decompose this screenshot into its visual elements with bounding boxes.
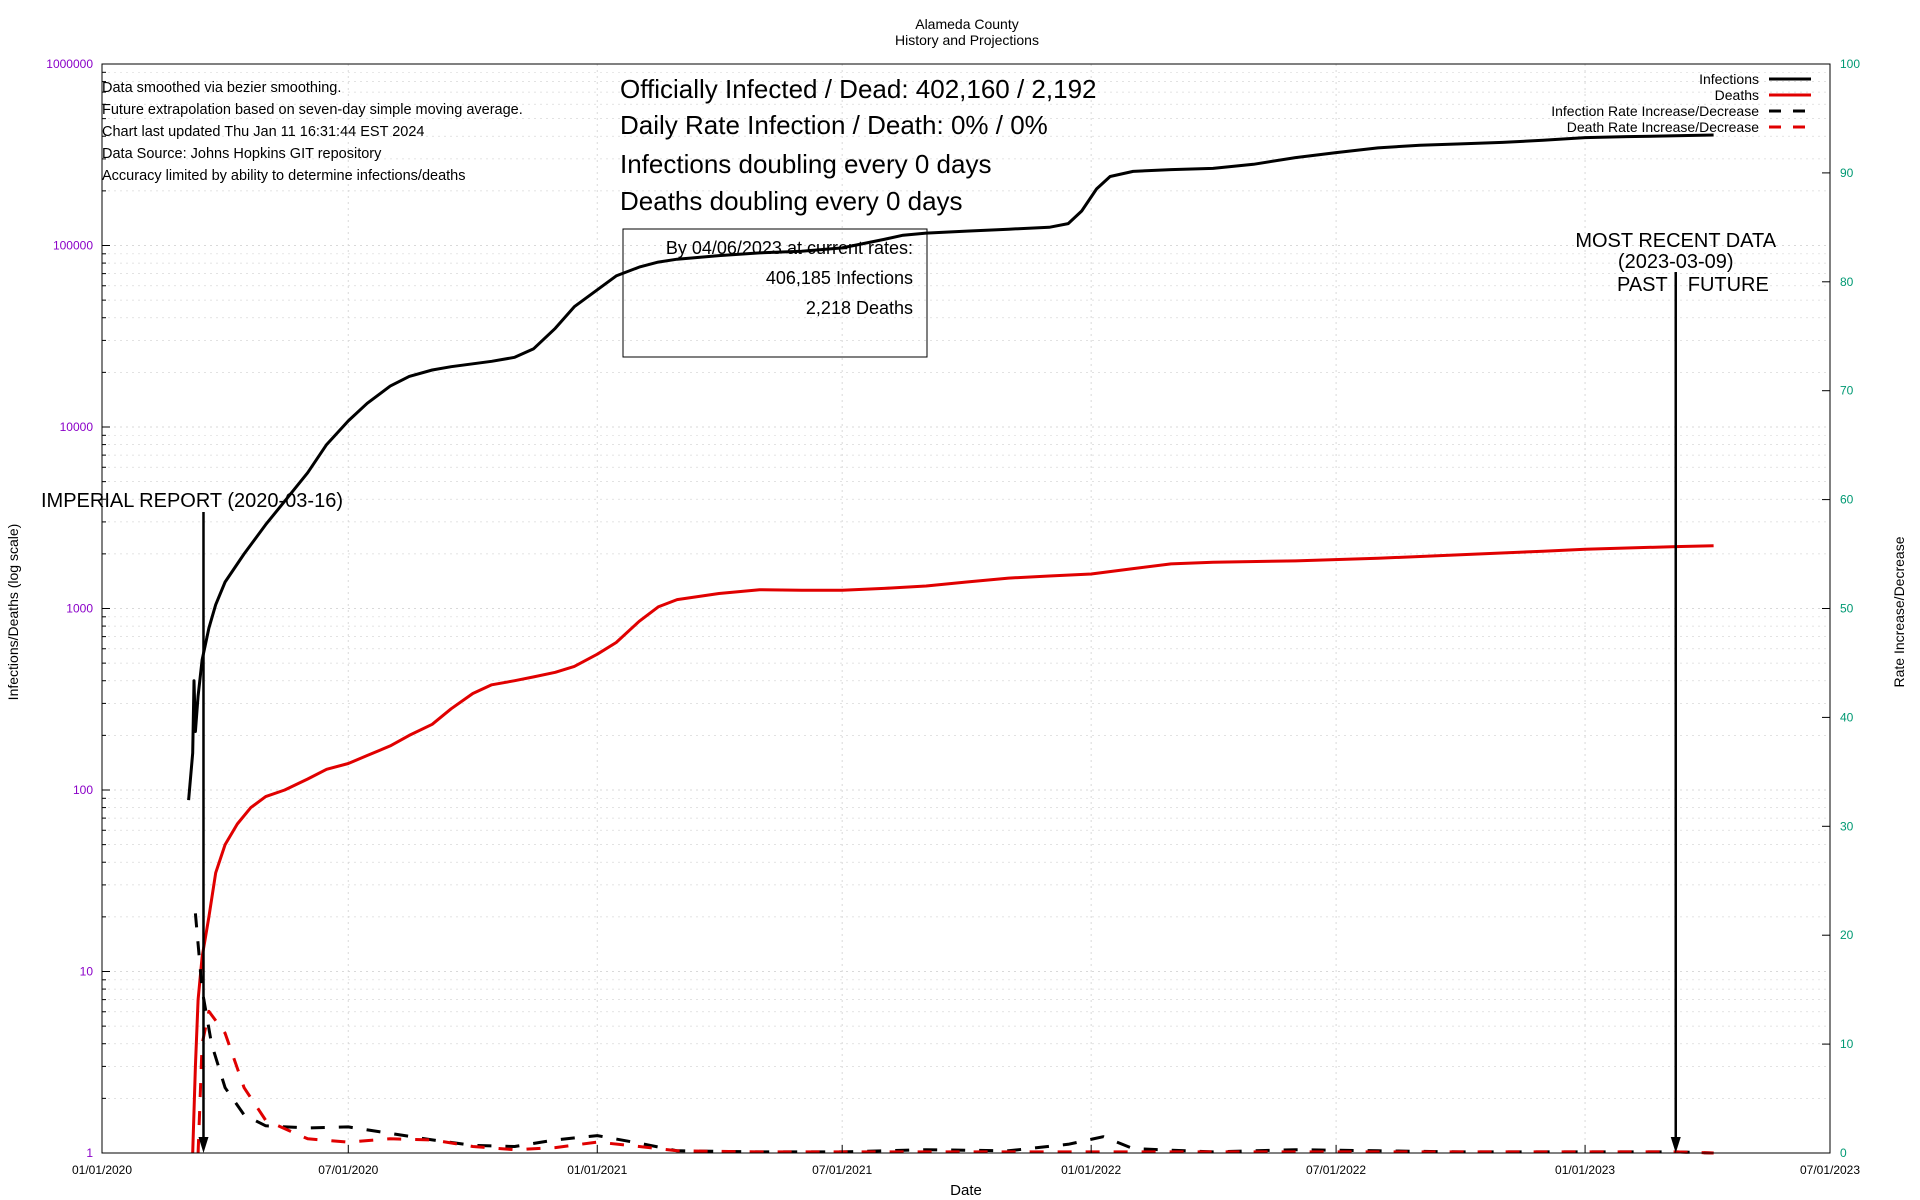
y2-tick-label: 60 [1840,493,1854,507]
y2-tick-label: 20 [1840,928,1854,942]
x-tick-label: 07/01/2021 [812,1163,872,1177]
imperial-report-arrowhead [198,1137,209,1153]
projection-heading: By 04/06/2023 at current rates: [666,238,913,258]
y2-tick-label: 40 [1840,710,1854,724]
x-tick-label: 01/01/2023 [1555,1163,1615,1177]
y-tick-label: 1 [86,1146,93,1160]
y2-tick-label: 70 [1840,384,1854,398]
series-line-infection-rate-increase-decrease [193,913,1714,1155]
grid [102,64,1830,1153]
y2-tick-label: 80 [1840,275,1854,289]
y-tick-label: 1000000 [46,57,93,71]
series-line-deaths [191,544,1714,1154]
y2-tick-label: 0 [1840,1146,1847,1160]
notes-block: Data smoothed via bezier smoothing. Futu… [102,80,523,184]
y-tick-label: 10000 [60,420,94,434]
y2-tick-label: 10 [1840,1037,1854,1051]
headline-totals: Officially Infected / Dead: 402,160 / 2,… [620,74,1097,104]
projection-deaths: 2,218 Deaths [806,298,913,318]
x-tick-label: 07/01/2022 [1306,1163,1366,1177]
y2-tick-label: 50 [1840,602,1854,616]
note-line: Accuracy limited by ability to determine… [102,168,465,184]
chart-subtitle: History and Projections [895,32,1039,48]
note-line: Data smoothed via bezier smoothing. [102,80,341,96]
legend: Infections Deaths Infection Rate Increas… [1551,71,1811,135]
chart-title: Alameda County [915,16,1019,32]
y-tick-label: 10 [80,965,94,979]
legend-label-infections: Infections [1699,71,1759,87]
headline-death-doubling: Deaths doubling every 0 days [620,186,963,216]
headline-block: Officially Infected / Dead: 402,160 / 2,… [620,74,1097,216]
projection-box: By 04/06/2023 at current rates: 406,185 … [622,228,928,358]
imperial-report-label: IMPERIAL REPORT (2020-03-16) [41,490,343,512]
series-line-death-rate-increase-decrease [196,1009,1714,1155]
series-line-infections [187,133,1714,801]
projection-box-frame [622,228,928,358]
past-label: PAST [1617,274,1668,296]
x-tick-label: 01/01/2021 [567,1163,627,1177]
legend-label-death-rate: Death Rate Increase/Decrease [1567,119,1759,135]
plot-series [187,133,1714,1155]
most-recent-label: MOST RECENT DATA [1575,230,1776,252]
y2-tick-label: 30 [1840,819,1854,833]
headline-daily-rate: Daily Rate Infection / Death: 0% / 0% [620,110,1048,140]
x-tick-label: 07/01/2023 [1800,1163,1860,1177]
x-axis-label: Date [950,1182,982,1199]
most-recent-marker: MOST RECENT DATA (2023-03-09) PAST FUTUR… [1575,230,1777,1153]
future-label: FUTURE [1688,274,1769,296]
note-line: Future extrapolation based on seven-day … [102,102,523,118]
x-tick-label: 07/01/2020 [318,1163,378,1177]
y-axis-label: Infections/Deaths (log scale) [5,524,21,701]
y2-tick-label: 90 [1840,166,1854,180]
y2-axis-label: Rate Increase/Decrease [1891,536,1907,687]
x-tick-label: 01/01/2020 [72,1163,132,1177]
legend-label-deaths: Deaths [1715,87,1759,103]
y-tick-label: 100000 [53,239,93,253]
legend-label-infection-rate: Infection Rate Increase/Decrease [1551,103,1759,119]
most-recent-arrowhead [1670,1137,1681,1153]
x-tick-label: 01/01/2022 [1061,1163,1121,1177]
imperial-report-marker: IMPERIAL REPORT (2020-03-16) [41,490,343,1153]
note-line: Chart last updated Thu Jan 11 16:31:44 E… [102,124,424,140]
y-tick-label: 100 [73,783,93,797]
note-line: Data Source: Johns Hopkins GIT repositor… [102,146,382,162]
projection-infections: 406,185 Infections [766,268,913,288]
most-recent-date: (2023-03-09) [1618,251,1734,273]
y2-tick-label: 100 [1840,57,1860,71]
axis-ticks: 01/01/2020 07/01/2020 01/01/2021 07/01/2021… [46,57,1860,1177]
y-tick-label: 1000 [66,602,93,616]
headline-infection-doubling: Infections doubling every 0 days [620,149,991,179]
